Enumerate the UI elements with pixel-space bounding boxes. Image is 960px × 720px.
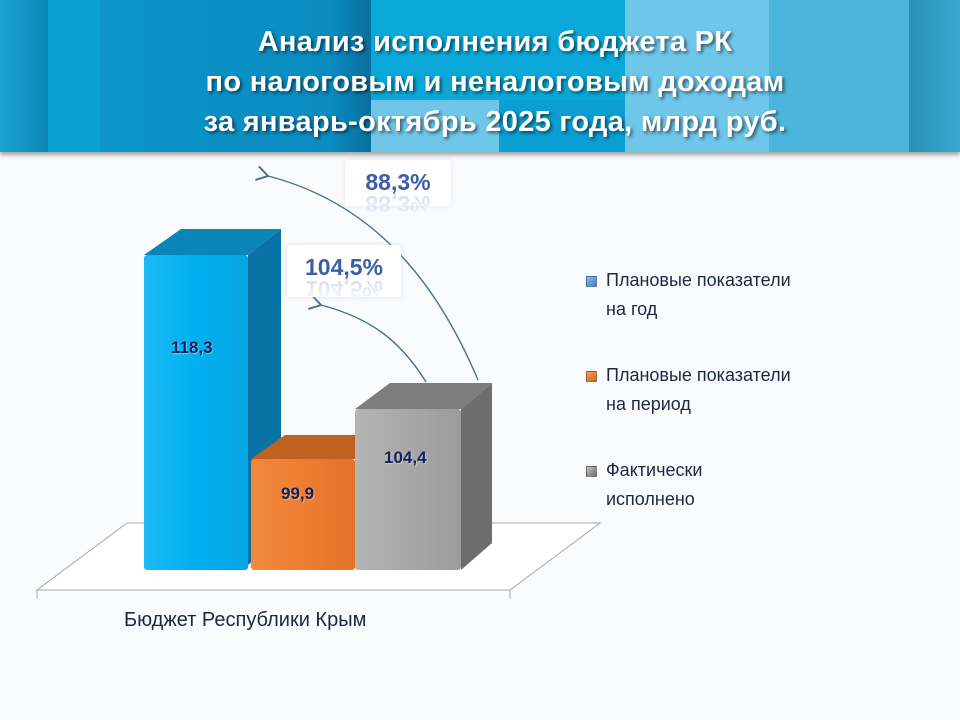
- header-stripe: [625, 0, 769, 152]
- bar-plan-year: [144, 229, 281, 570]
- title-line: Анализ исполнения бюджета РК: [257, 26, 733, 58]
- legend-label: на период: [606, 394, 691, 414]
- pct-value: 104,5%: [305, 253, 383, 281]
- legend-square-icon: [586, 371, 597, 382]
- legend-label: Фактически: [606, 460, 703, 480]
- pct-annotation-year: 88,3%: [345, 160, 451, 206]
- header-stripe: [769, 0, 909, 152]
- header-stripe: [100, 0, 371, 152]
- chart-legend: Плановые показатели на год Плановые пока…: [586, 266, 866, 551]
- page-title: Анализ исполнения бюджета РК по налоговы…: [0, 22, 960, 142]
- bar-value-label: 99,9: [281, 484, 315, 503]
- legend-item-plan-year: Плановые показатели на год: [586, 266, 866, 361]
- pct-annotation-period: 104,5%: [287, 245, 401, 297]
- arrow-to-plan-period: [308, 294, 427, 383]
- legend-square-icon: [586, 276, 597, 287]
- header-stripe: [0, 0, 48, 152]
- header-stripe: [48, 0, 100, 152]
- legend-item-plan-period: Плановые показатели на период: [586, 361, 866, 456]
- bar-value-label: 118,3: [171, 338, 213, 357]
- legend-label: Плановые показатели: [606, 365, 791, 385]
- header-stripe: [371, 100, 499, 152]
- legend-square-icon: [586, 466, 597, 477]
- category-axis-label: Бюджет Республики Крым: [124, 609, 367, 631]
- pct-value: 88,3%: [365, 168, 430, 196]
- legend-label: на год: [606, 299, 658, 319]
- legend-label: исполнено: [606, 489, 695, 509]
- bar-chart: [35, 165, 602, 599]
- legend-item-actual: Фактически исполнено: [586, 456, 866, 551]
- bar-actual: [355, 383, 492, 570]
- header-stripe: [909, 0, 960, 152]
- bar-value-label: 104,4: [384, 448, 427, 467]
- slide-header: Анализ исполнения бюджета РК по налоговы…: [0, 0, 960, 152]
- title-line: за январь-октябрь 2025 года, млрд руб.: [203, 106, 787, 138]
- legend-label: Плановые показатели: [606, 270, 791, 290]
- title-line: по налоговым и неналоговым доходам: [205, 66, 785, 98]
- header-stripe: [499, 100, 625, 152]
